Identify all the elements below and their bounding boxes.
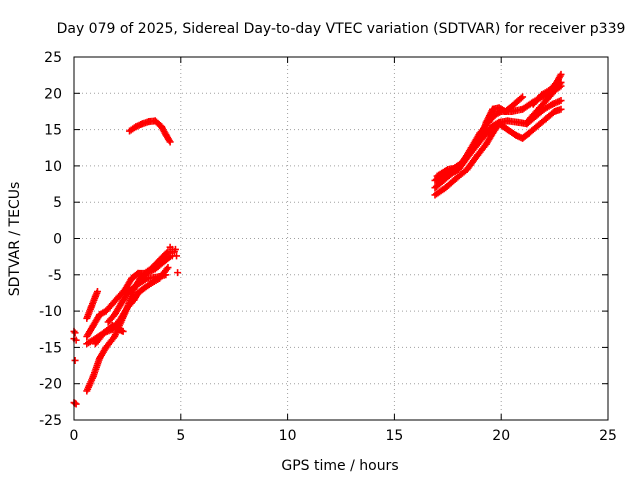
data-point bbox=[174, 269, 182, 277]
grid bbox=[74, 57, 608, 420]
data-point bbox=[557, 97, 565, 105]
y-tick-label: 5 bbox=[53, 195, 62, 211]
data-point bbox=[517, 94, 525, 102]
x-tick-label: 15 bbox=[385, 428, 403, 444]
y-tick-label: 20 bbox=[44, 86, 62, 102]
data-point bbox=[557, 105, 565, 113]
data-point bbox=[166, 138, 174, 146]
data-point bbox=[119, 327, 127, 335]
y-tick-label: -15 bbox=[39, 340, 62, 356]
y-tick-label: 15 bbox=[44, 123, 62, 139]
x-tick-label: 10 bbox=[279, 428, 297, 444]
chart-title: Day 079 of 2025, Sidereal Day-to-day VTE… bbox=[57, 21, 626, 37]
y-tick-label: 0 bbox=[53, 232, 62, 248]
data-point bbox=[165, 136, 173, 144]
data-point bbox=[170, 248, 178, 256]
x-axis-label: GPS time / hours bbox=[281, 458, 398, 474]
y-tick-labels: -25 -20 -15 -10 -5 0 5 10 15 20 25 bbox=[39, 50, 62, 429]
x-tick-label: 0 bbox=[70, 428, 79, 444]
x-tick-label: 25 bbox=[599, 428, 617, 444]
data-point bbox=[519, 93, 527, 101]
data-point bbox=[71, 329, 79, 337]
y-tick-label: 10 bbox=[44, 159, 62, 175]
data-point bbox=[173, 252, 181, 260]
data-point bbox=[164, 264, 172, 272]
x-tick-label: 5 bbox=[176, 428, 185, 444]
x-tick-labels: 0 5 10 15 20 25 bbox=[70, 428, 617, 444]
y-tick-label: -10 bbox=[39, 304, 62, 320]
data-point bbox=[71, 356, 79, 364]
y-tick-label: -5 bbox=[48, 268, 62, 284]
data-tracks bbox=[83, 70, 565, 395]
y-tick-label: -20 bbox=[39, 377, 62, 393]
data-point bbox=[442, 166, 450, 174]
data-point bbox=[162, 271, 170, 279]
y-tick-label: 25 bbox=[44, 50, 62, 66]
axis-ticks bbox=[73, 56, 609, 421]
data-point bbox=[557, 70, 565, 78]
y-axis-label: SDTVAR / TECUs bbox=[7, 182, 23, 297]
y-tick-label: -25 bbox=[39, 413, 62, 429]
data-point bbox=[93, 287, 101, 295]
x-tick-label: 20 bbox=[492, 428, 510, 444]
data-point bbox=[141, 275, 149, 283]
